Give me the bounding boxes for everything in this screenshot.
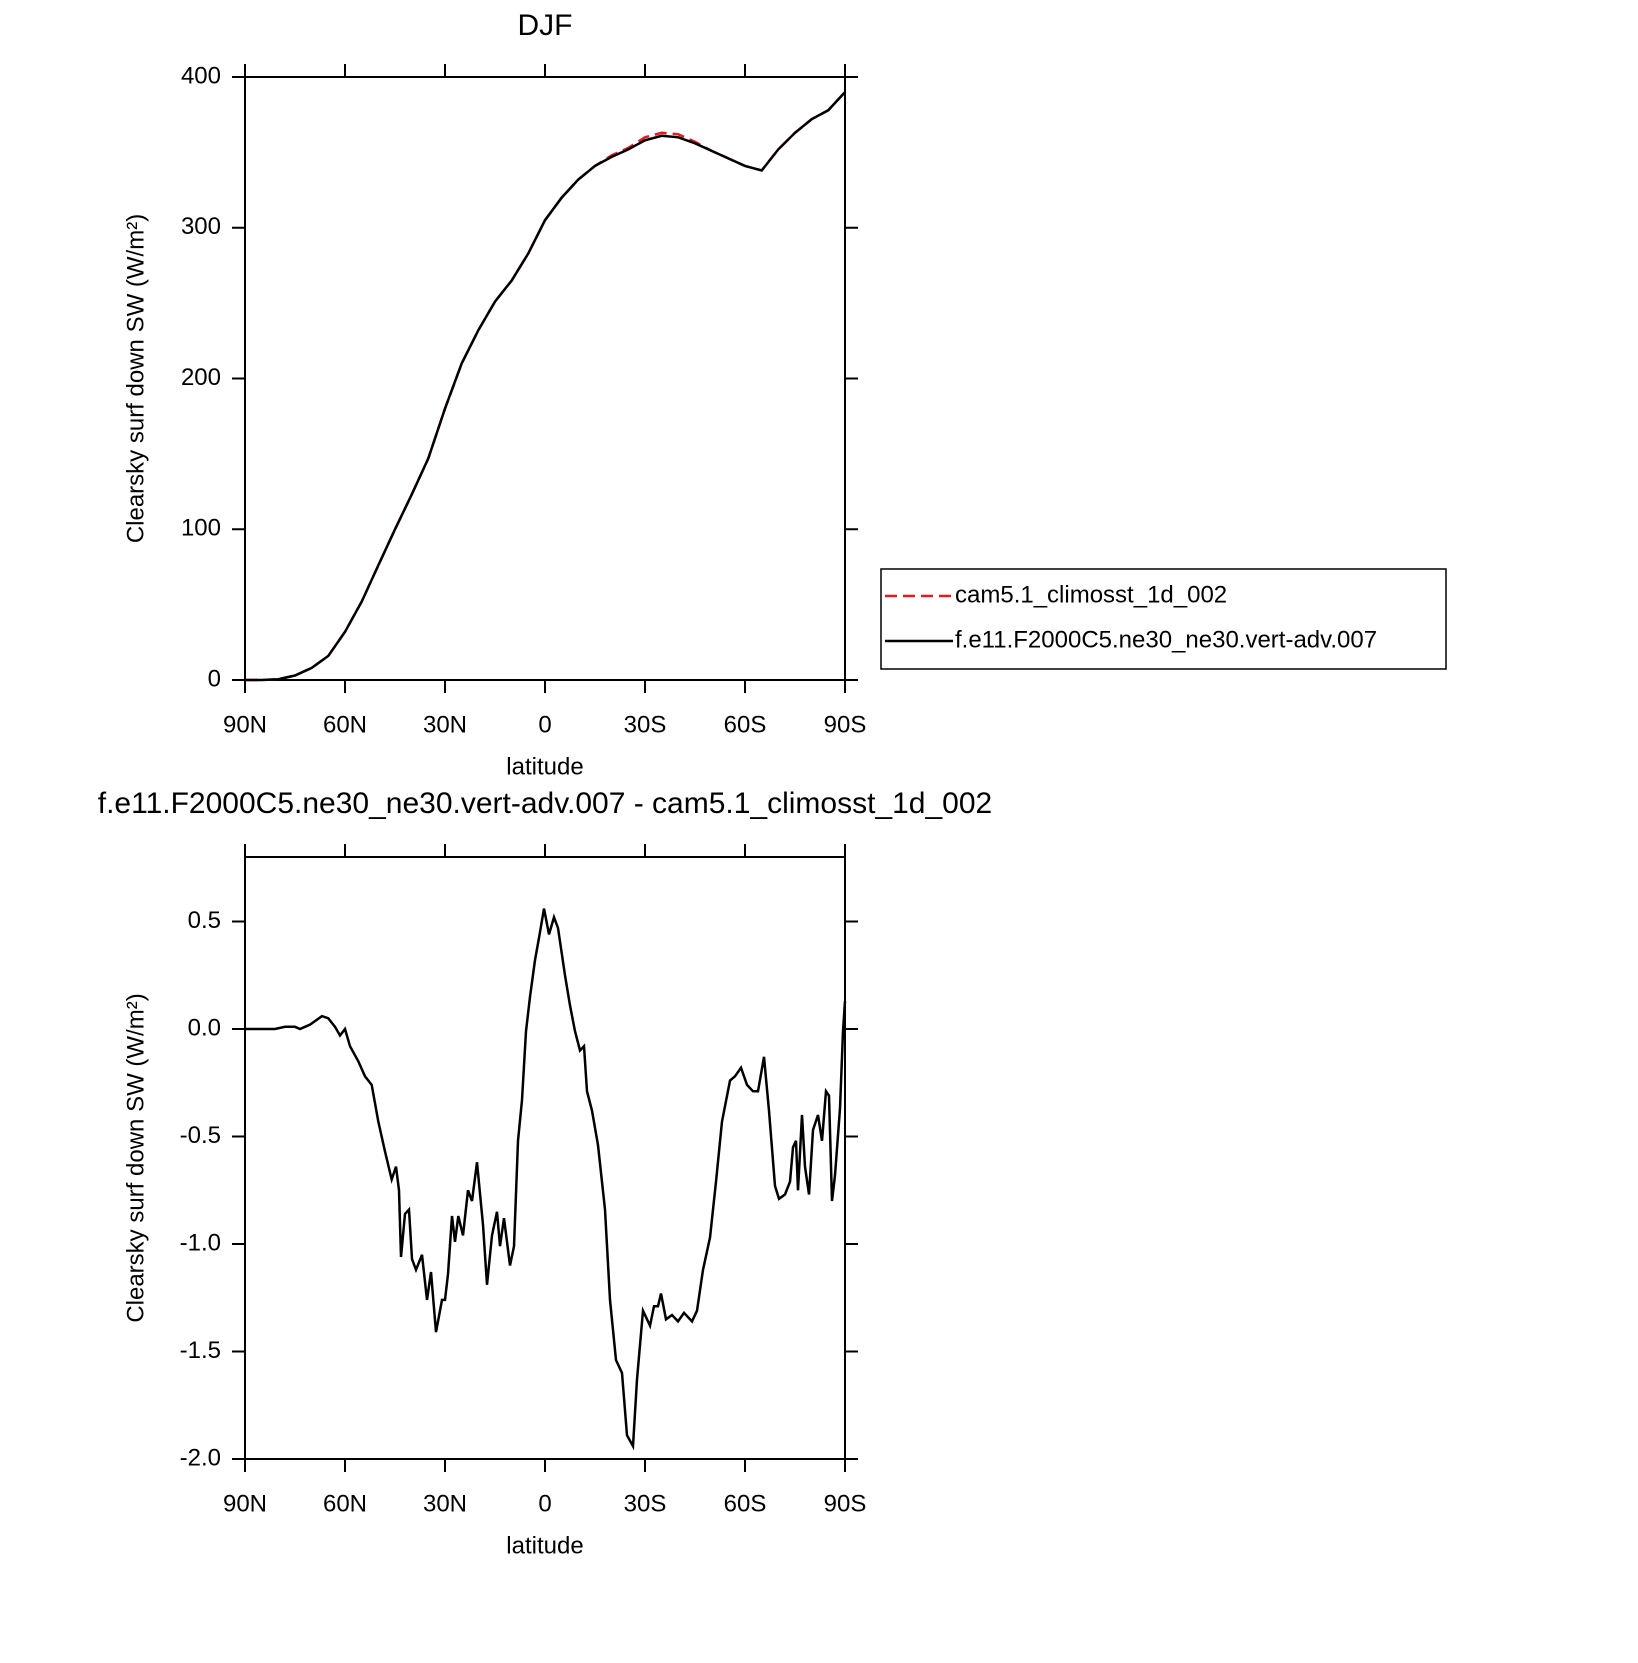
series-line [245, 91, 846, 682]
y-tick-label: -1.5 [180, 1337, 221, 1364]
y-tick-label: -0.5 [180, 1122, 221, 1149]
y-tick-label: 300 [181, 213, 221, 240]
legend-box [880, 568, 1447, 670]
legend-label: f.e11.F2000C5.ne30_ne30.vert-adv.007 [955, 626, 1377, 653]
chart-title: DJF [518, 9, 573, 42]
x-tick-label: 30N [423, 1490, 467, 1517]
x-tick-label: 0 [538, 711, 551, 738]
series-line [245, 908, 847, 1451]
x-tick-label: 60S [724, 1490, 767, 1517]
y-tick-label: 400 [181, 62, 221, 89]
x-tick-label: 60N [323, 711, 367, 738]
chart-title: f.e11.F2000C5.ne30_ne30.vert-adv.007 - c… [98, 787, 992, 820]
y-tick-label: -2.0 [180, 1444, 221, 1471]
x-axis-label: latitude [506, 1532, 583, 1559]
y-tick-label: 200 [181, 364, 221, 391]
y-tick-label: -1.0 [180, 1229, 221, 1256]
x-tick-label: 60S [724, 711, 767, 738]
x-tick-label: 30N [423, 711, 467, 738]
series-line [245, 91, 846, 682]
y-tick-label: 100 [181, 515, 221, 542]
x-tick-label: 90S [824, 1490, 867, 1517]
y-tick-label: 0.0 [188, 1014, 221, 1041]
x-tick-label: 90S [824, 711, 867, 738]
x-axis-label: latitude [506, 753, 583, 780]
y-tick-label: 0.5 [188, 907, 221, 934]
x-tick-label: 0 [538, 1490, 551, 1517]
x-tick-label: 60N [323, 1490, 367, 1517]
x-tick-label: 90N [223, 1490, 267, 1517]
x-tick-label: 30S [624, 711, 667, 738]
y-tick-label: 0 [208, 665, 221, 692]
x-tick-label: 90N [223, 711, 267, 738]
plot-frame [244, 856, 846, 1460]
x-tick-label: 30S [624, 1490, 667, 1517]
legend-label: cam5.1_climosst_1d_002 [955, 581, 1227, 608]
y-axis-label: Clearsky surf down SW (W/m²) [122, 214, 149, 543]
y-axis-label: Clearsky surf down SW (W/m²) [122, 993, 149, 1322]
